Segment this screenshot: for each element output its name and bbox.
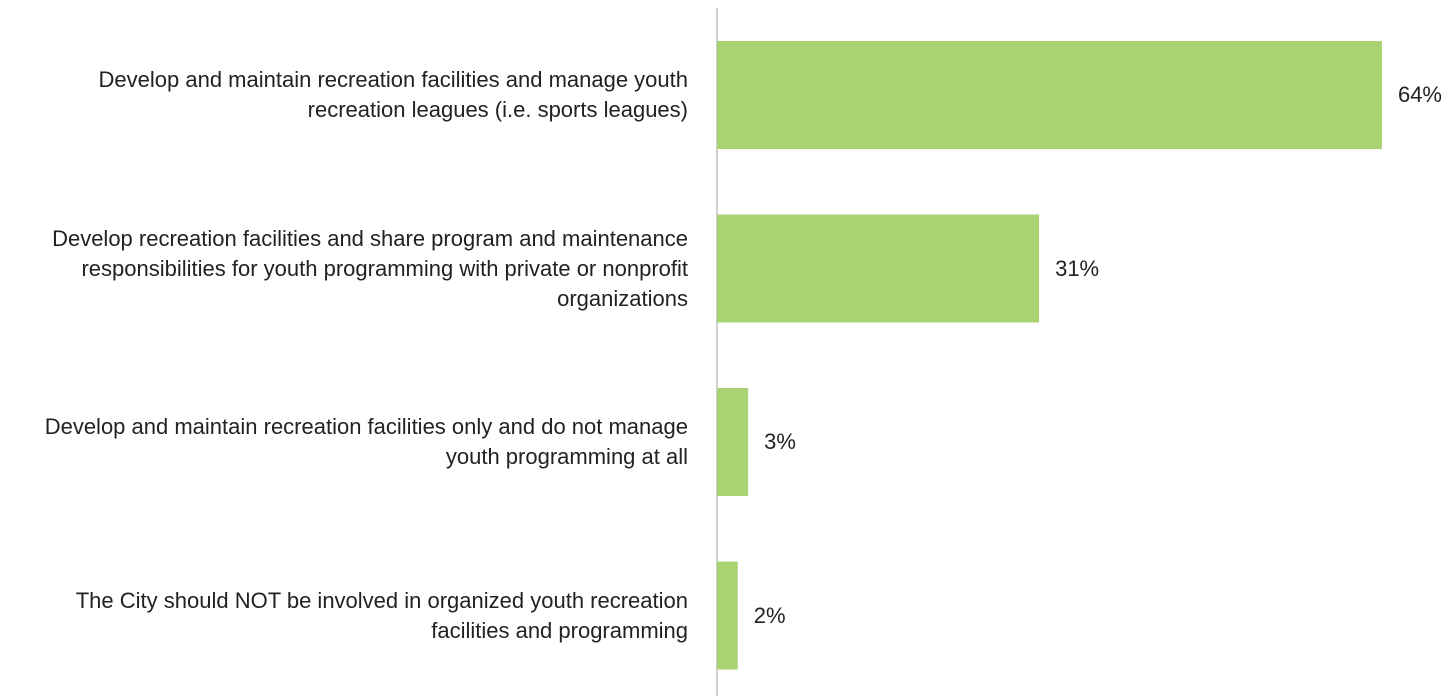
value-label: 31% [1055,255,1100,281]
value-label: 2% [753,602,786,628]
value-label: 3% [764,429,796,454]
value-label: 64% [1397,82,1442,107]
category-label: Develop recreation facilities and share … [52,225,688,311]
bar [717,214,1040,323]
bar [717,41,1382,149]
bar [717,388,749,496]
bar [717,561,738,670]
category-label: The City should NOT be involved in organ… [75,587,688,643]
category-label: Develop and maintain recreation faciliti… [44,414,688,469]
category-label: Develop and maintain recreation faciliti… [98,67,688,122]
